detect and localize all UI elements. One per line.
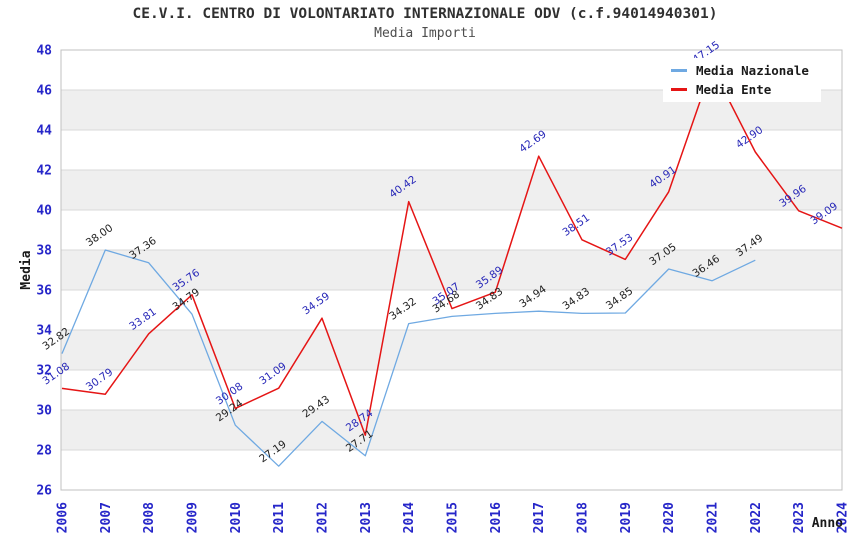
x-tick-label: 2022	[749, 502, 764, 533]
y-axis-ticks: 26 28 30 32 34 36 38 40 42 44 46 48	[36, 44, 52, 499]
y-tick-label: 34	[36, 324, 52, 339]
plot-band	[61, 250, 842, 290]
y-tick-label: 38	[36, 244, 52, 259]
gridlines	[61, 89, 842, 451]
x-tick-label: 2017	[532, 502, 547, 533]
legend-item-media-ente: Media Ente	[671, 80, 821, 99]
x-tick-label: 2014	[402, 502, 417, 533]
data-label: 42.69	[517, 128, 549, 155]
x-tick-label: 2021	[706, 502, 721, 533]
x-tick-label: 2018	[576, 502, 591, 533]
x-tick-label: 2013	[359, 502, 374, 533]
plot-band	[61, 410, 842, 450]
plot-band	[61, 330, 842, 370]
x-tick-label: 2010	[229, 502, 244, 533]
legend-label: Media Ente	[696, 82, 772, 97]
chart-subtitle: Media Importi	[374, 26, 476, 41]
legend-item-media-nazionale: Media Nazionale	[671, 61, 821, 80]
plot-band	[61, 170, 842, 210]
y-tick-label: 32	[36, 364, 52, 379]
x-tick-label: 2024	[836, 502, 850, 533]
x-tick-label: 2007	[99, 502, 114, 533]
legend-line-icon	[671, 69, 687, 72]
x-tick-label: 2012	[316, 502, 331, 533]
chart-title: CE.V.I. CENTRO DI VOLONTARIATO INTERNAZI…	[132, 6, 718, 22]
y-tick-label: 40	[36, 204, 52, 219]
x-tick-label: 2008	[142, 502, 157, 533]
x-tick-label: 2020	[662, 502, 677, 533]
y-tick-label: 30	[36, 404, 52, 419]
y-tick-label: 36	[36, 284, 52, 299]
y-tick-label: 48	[36, 44, 52, 59]
y-axis-title: Media	[19, 250, 34, 289]
x-tick-label: 2009	[186, 502, 201, 533]
x-tick-label: 2011	[272, 502, 287, 533]
x-tick-label: 2015	[446, 502, 461, 533]
data-label: 34.59	[301, 290, 333, 317]
plot-frame	[60, 49, 843, 491]
x-axis-title: Anno	[812, 516, 843, 531]
y-tick-label: 44	[36, 124, 52, 139]
legend-label: Media Nazionale	[696, 63, 809, 78]
y-tick-label: 28	[36, 444, 52, 459]
x-tick-label: 2019	[619, 502, 634, 533]
legend-line-icon	[671, 88, 687, 91]
series-line-media-nazionale	[61, 249, 756, 467]
data-label: 38.00	[84, 222, 116, 249]
x-tick-label: 2023	[792, 502, 807, 533]
y-tick-label: 42	[36, 164, 52, 179]
legend: Media Nazionale Media Ente	[663, 58, 821, 102]
x-tick-label: 2016	[489, 502, 504, 533]
y-tick-label: 46	[36, 84, 52, 99]
data-label: 34.32	[387, 296, 419, 323]
y-tick-label: 26	[36, 484, 52, 499]
x-axis-ticks: 2006 2007 2008 2009 2010 2011 2012 2013 2014 2015…	[56, 502, 850, 533]
data-label: 38.51	[561, 212, 593, 239]
x-tick-label: 2006	[56, 502, 71, 533]
background-bands	[61, 90, 842, 450]
